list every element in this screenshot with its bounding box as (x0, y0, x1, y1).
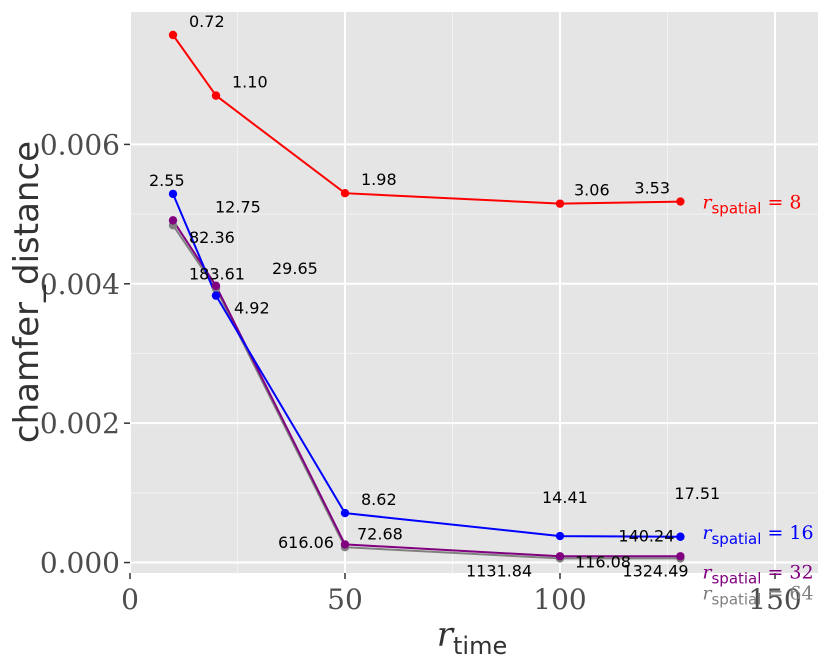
data-point (676, 197, 685, 206)
data-label: 2.55 (149, 171, 185, 190)
x-axis-title-subscript: time (453, 632, 507, 660)
data-point (676, 532, 685, 541)
data-point (211, 291, 221, 300)
data-point (211, 281, 221, 291)
data-label: 0.72 (189, 12, 225, 31)
series-label-subscript: spatial (711, 530, 761, 548)
data-point (555, 552, 565, 561)
data-label: 3.53 (634, 179, 670, 198)
data-label: 4.92 (234, 299, 270, 318)
y-axis-title: chamfer_distance (7, 141, 47, 443)
x-axis-title-symbol: r (437, 615, 455, 655)
data-point (168, 189, 178, 199)
data-point (340, 188, 350, 198)
data-point (168, 30, 178, 40)
series-label-symbol: r (702, 582, 713, 604)
series-label-value: = 32 (761, 561, 813, 583)
series-label: rspatial = 32 (702, 561, 813, 587)
series-label: rspatial = 16 (702, 522, 813, 548)
series-label-subscript: spatial (711, 200, 761, 218)
data-labels: 0.72 1.10 1.98 3.06 3.53 2.55 4.92 8.62 14.41 17.… (149, 12, 720, 580)
series-label-value: = 64 (761, 582, 813, 604)
data-label: 82.36 (189, 228, 235, 247)
data-label: 183.61 (189, 265, 245, 284)
data-label: 616.06 (278, 533, 334, 552)
y-tick-label: 0.002 (40, 407, 120, 440)
series-label-value: = 16 (761, 522, 813, 544)
data-point (211, 91, 221, 100)
series-label-symbol: r (702, 561, 713, 583)
series-label-symbol: r (702, 192, 713, 214)
y-tick-label: 0.004 (40, 268, 120, 301)
data-label: 17.51 (674, 484, 720, 503)
series-label-subscript: spatial (711, 569, 761, 587)
series-label-symbol: r (702, 522, 713, 544)
data-points (168, 30, 685, 563)
data-label: 1.10 (232, 73, 268, 92)
data-point (555, 531, 565, 541)
data-label: 1324.49 (622, 561, 688, 580)
data-point (340, 540, 350, 549)
series-label: rspatial = 8 (702, 192, 801, 218)
data-label: 29.65 (272, 259, 318, 278)
data-label: 8.62 (361, 490, 397, 509)
tick-labels: 0 50 100 150 0.000 0.002 0.004 0.006 (40, 128, 802, 616)
x-tick-label: 150 (748, 583, 801, 616)
x-tick-label: 0 (121, 583, 139, 616)
data-point (676, 552, 685, 561)
series-label-value: = 8 (761, 192, 801, 214)
y-tick-label: 0.006 (40, 128, 120, 161)
data-point (168, 216, 178, 225)
data-label: 3.06 (574, 181, 610, 200)
data-point (340, 508, 350, 518)
y-tick-label: 0.000 (40, 547, 120, 580)
data-point (555, 199, 565, 208)
series-label: rspatial = 64 (702, 582, 813, 608)
data-label: 1.98 (361, 170, 397, 189)
data-label: 140.24 (618, 526, 674, 545)
data-label: 72.68 (357, 524, 403, 543)
x-axis-title: rtime (437, 615, 508, 660)
data-label: 1131.84 (466, 561, 532, 580)
x-tick-label: 50 (327, 583, 363, 616)
x-tick-label: 100 (533, 583, 586, 616)
series-label-subscript: spatial (711, 590, 761, 608)
plot-panel (130, 12, 818, 573)
data-label: 12.75 (215, 197, 261, 216)
data-label: 14.41 (542, 488, 588, 507)
data-label: 116.08 (575, 552, 631, 571)
grid (129, 12, 818, 573)
